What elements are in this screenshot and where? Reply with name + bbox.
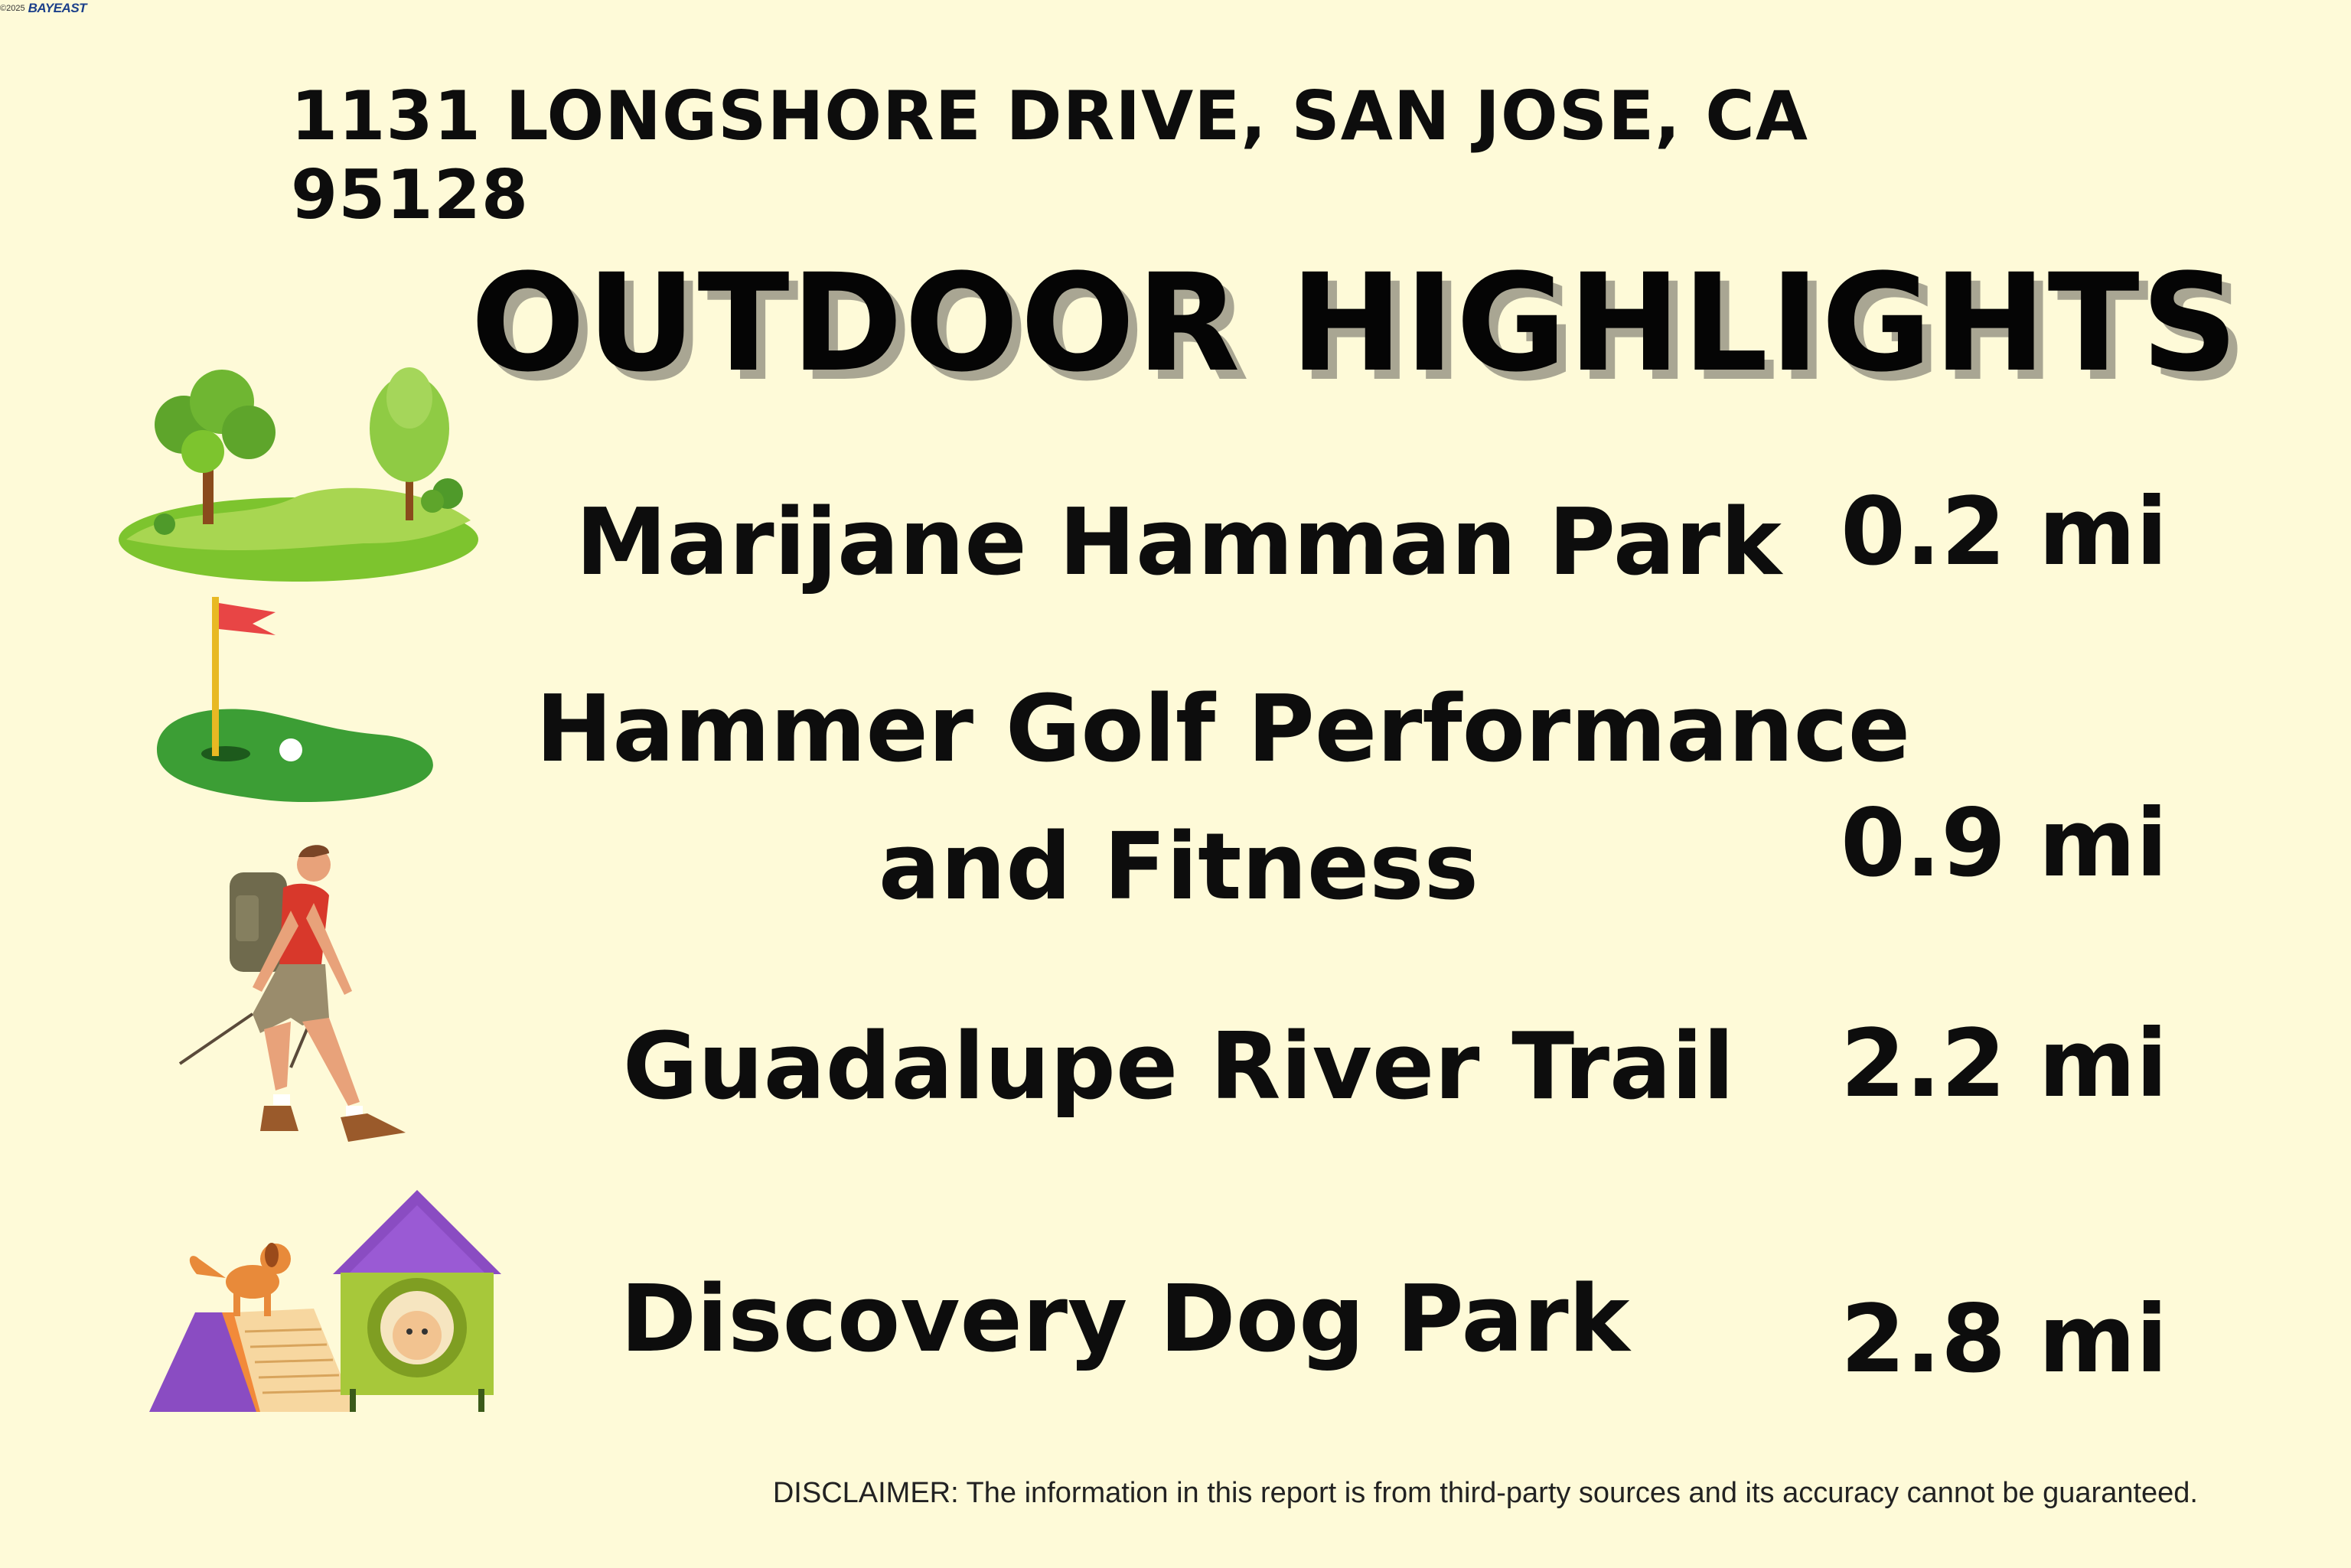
golf-icon <box>157 597 433 803</box>
highlight-item-distance: 0.9 mi <box>1841 789 2168 898</box>
highlight-item-distance: 2.8 mi <box>1841 1285 2168 1394</box>
disclaimer-text: DISCLAIMER: The information in this repo… <box>772 1477 2198 1509</box>
copyright-text: ©2025 <box>0 4 25 13</box>
highlight-item-name: Marijane Hamman Park <box>576 490 1782 596</box>
property-address: 1131 LONGSHORE DRIVE, SAN JOSE, CA 95128 <box>291 77 1808 234</box>
highlight-item-name-line2: and Fitness <box>878 814 1479 921</box>
dog-park-icon <box>149 1190 501 1412</box>
park-icon <box>119 367 478 582</box>
hiker-icon <box>178 845 406 1142</box>
brokerage-watermark: ©2025 BAYEAST <box>0 0 87 17</box>
highlight-item-name: Discovery Dog Park <box>620 1266 1630 1373</box>
page-title: OUTDOOR HIGHLIGHTS <box>471 245 2240 402</box>
highlight-item-distance: 0.2 mi <box>1841 478 2168 586</box>
highlight-item-name: Guadalupe River Trail <box>622 1014 1735 1120</box>
highlight-item-name: Hammer Golf Performance <box>536 676 1911 783</box>
brokerage-logo: BAYEAST <box>28 1 87 15</box>
highlight-item-distance: 2.2 mi <box>1841 1009 2168 1118</box>
